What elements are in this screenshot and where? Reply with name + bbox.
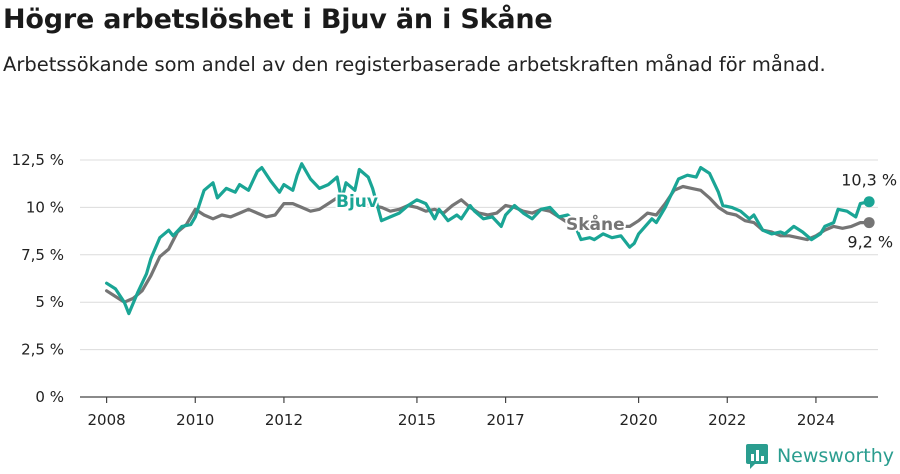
x-tick-label: 2012 [265,411,303,429]
series-line-skane [105,184,871,304]
x-tick-label: 2015 [398,411,436,429]
y-tick-label: 5 % [35,293,64,311]
newsworthy-icon [745,444,768,469]
gridlines [80,159,878,351]
series-lines [105,162,875,316]
chart-title: Högre arbetslöshet i Bjuv än i Skåne [3,4,553,35]
y-tick-label: 2,5 % [21,341,64,359]
x-tick-label: 2010 [176,411,214,429]
end-value-label-skane: 9,2 % [847,233,893,252]
series-line-bjuv [105,162,871,316]
x-tick-label: 2008 [88,411,126,429]
series-labels: Bjuv Skåne 10,3 % 9,2 % [334,169,899,254]
y-axis-ticks: 0 % 2,5 % 5 % 7,5 % 10 % 12,5 % [12,151,64,406]
end-value-label-bjuv: 10,3 % [841,171,897,190]
brand-name: Newsworthy [776,445,894,467]
end-point-skane [863,217,875,229]
x-tick-label: 2024 [797,411,835,429]
x-tick-label: 2022 [708,411,746,429]
y-tick-label: 12,5 % [12,151,64,169]
brand-logo: Newsworthy [745,443,894,469]
chart-subtitle: Arbetssökande som andel av den registerb… [3,53,826,76]
x-tick-label: 2017 [487,411,525,429]
y-tick-label: 10 % [26,198,64,216]
x-axis: 2008 2010 2012 2015 2017 2020 2022 2024 [80,396,878,429]
series-label-skane: Skåne [566,213,625,235]
end-point-bjuv [863,196,875,208]
y-tick-label: 7,5 % [21,246,64,264]
series-label-bjuv: Bjuv [336,192,378,212]
y-tick-label: 0 % [35,388,64,406]
x-tick-label: 2020 [620,411,658,429]
